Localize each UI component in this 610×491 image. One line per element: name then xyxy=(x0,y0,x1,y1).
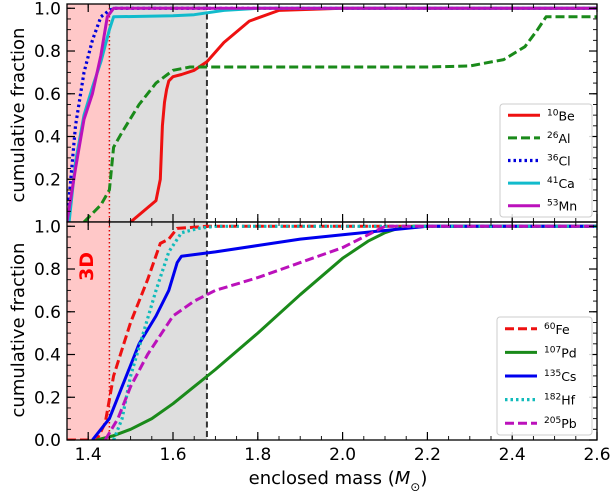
x-tick-label: 2.2 xyxy=(414,445,441,465)
y-tick-label: 0.6 xyxy=(34,85,61,105)
legend-entry: 60Fe xyxy=(544,322,570,337)
plot-frame xyxy=(66,221,598,441)
legend-entry: 41Ca xyxy=(547,176,575,191)
series-line-205pb xyxy=(103,224,597,440)
bottom-y-axis-label: cumulative fraction xyxy=(8,243,29,418)
x-tick-label: 2.6 xyxy=(583,445,610,465)
legend: 10Be 26Al 36Cl 41Ca 53Mn xyxy=(499,103,593,218)
top-y-axis-label: cumulative fraction xyxy=(8,28,29,203)
annotation-3d: 3D xyxy=(76,252,98,281)
shaded-region-1 xyxy=(67,222,110,440)
y-tick-label: 0.4 xyxy=(34,346,61,366)
y-tick-label: 1.0 xyxy=(34,0,61,19)
series-line-26al xyxy=(82,15,597,222)
legend-entry: 107Pd xyxy=(544,345,577,360)
x-tick-label: 2.4 xyxy=(499,445,526,465)
x-axis-label-text: enclosed mass ( xyxy=(249,468,395,489)
y-tick-label: 0.8 xyxy=(34,42,61,62)
y-tick-label: 0.8 xyxy=(34,260,61,280)
legend-entry: 36Cl xyxy=(547,154,571,169)
series-line-53mn xyxy=(67,6,597,222)
series-line-10be xyxy=(129,6,597,222)
y-tick-label: 0.6 xyxy=(34,303,61,323)
shaded-region-2 xyxy=(109,222,207,440)
legend-entry: 26Al xyxy=(547,131,570,146)
y-tick-label: 0.0 xyxy=(34,431,61,451)
legend-entry: 182Hf xyxy=(544,393,576,408)
x-axis-label-symbol: M xyxy=(395,468,411,489)
series-line-36cl xyxy=(67,6,597,222)
bottom-panel: 1.4 1.6 1.8 2.0 2.2 2.4 2.6 0.0 0.2 0.4 0.6 0.8 1.0 3… xyxy=(34,217,610,465)
x-tick-label: 1.8 xyxy=(244,445,271,465)
series-line-135cs xyxy=(91,224,597,440)
y-tick-label: 0.2 xyxy=(34,170,61,190)
top-panel: 0.2 0.4 0.6 0.8 1.0 10Be 26Al 36Cl 41Ca 53Mn xyxy=(34,0,598,223)
legend-entry: 10Be xyxy=(547,108,575,123)
y-tick-label: 0.2 xyxy=(34,388,61,408)
x-tick-label: 2.0 xyxy=(329,445,356,465)
x-axis-label-close: ) xyxy=(420,468,427,489)
legend-entry: 205Pb xyxy=(544,416,577,431)
legend-entry: 135Cs xyxy=(544,369,576,384)
legend-entry: 53Mn xyxy=(547,199,577,214)
y-tick-label: 1.0 xyxy=(34,217,61,237)
legend: 60Fe 107Pd 135Cs 182Hf 205Pb xyxy=(496,316,593,436)
x-axis-label: enclosed mass (M⊙) xyxy=(249,468,428,491)
x-tick-label: 1.4 xyxy=(75,445,102,465)
x-axis-label-subscript: ⊙ xyxy=(410,480,420,491)
y-tick-label: 0.4 xyxy=(34,128,61,148)
x-tick-label: 1.6 xyxy=(159,445,186,465)
